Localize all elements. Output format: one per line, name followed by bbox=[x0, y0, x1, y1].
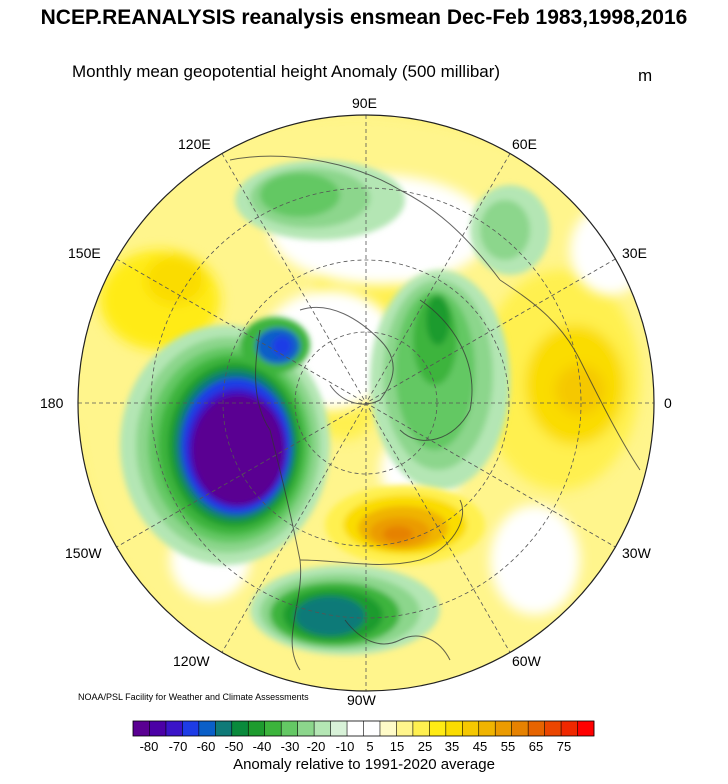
colorbar-tick-label: -30 bbox=[280, 739, 300, 754]
lon-label-30e: 30E bbox=[622, 245, 647, 261]
colorbar-swatch bbox=[495, 721, 512, 736]
colorbar-swatch bbox=[264, 721, 282, 736]
colorbar-swatch bbox=[281, 721, 298, 736]
colorbar-tick-label: -10 bbox=[335, 739, 355, 754]
colorbar-swatch bbox=[478, 721, 496, 736]
graticule bbox=[78, 115, 654, 691]
colorbar-tick-label: -70 bbox=[168, 739, 188, 754]
colorbar-swatch bbox=[133, 721, 150, 736]
colorbar-swatch bbox=[347, 721, 364, 736]
units-label: m bbox=[638, 66, 653, 85]
map-subtitle: Monthly mean geopotential height Anomaly… bbox=[72, 62, 501, 81]
colorbar-tick-label: 55 bbox=[500, 739, 516, 754]
colorbar-swatch bbox=[462, 721, 480, 736]
anomaly-field bbox=[78, 115, 654, 691]
map-title: NCEP.REANALYSIS reanalysis ensmean Dec-F… bbox=[40, 6, 688, 29]
colorbar-title: Anomaly relative to 1991-2020 average bbox=[233, 756, 495, 773]
lon-label-120w: 120W bbox=[173, 653, 210, 669]
colorbar-tick-label: -80 bbox=[139, 739, 159, 754]
colorbar-swatch bbox=[412, 721, 430, 736]
lon-label-60w: 60W bbox=[512, 653, 542, 669]
colorbar-swatch bbox=[314, 721, 331, 736]
colorbar-tick-label: 25 bbox=[417, 739, 433, 754]
colorbar-swatch bbox=[379, 721, 397, 736]
lon-label-90w: 90W bbox=[347, 692, 377, 708]
colorbar-swatch bbox=[149, 721, 167, 736]
lon-label-150e: 150E bbox=[68, 245, 101, 261]
colorbar-swatch bbox=[429, 721, 447, 736]
lon-label-180: 180 bbox=[40, 395, 64, 411]
lon-label-90e: 90E bbox=[352, 95, 377, 111]
colorbar-swatch bbox=[182, 721, 200, 736]
colorbar-swatch bbox=[215, 721, 233, 736]
lon-label-60e: 60E bbox=[512, 136, 537, 152]
colorbar-swatch bbox=[297, 721, 315, 736]
colorbar-swatch bbox=[198, 721, 216, 736]
coastlines bbox=[229, 155, 641, 671]
lon-label-120e: 120E bbox=[178, 136, 211, 152]
colorbar bbox=[132, 720, 595, 737]
lon-label-0: 0 bbox=[664, 395, 672, 411]
colorbar-swatch bbox=[363, 721, 381, 736]
colorbar-swatch bbox=[396, 721, 414, 736]
colorbar-swatch bbox=[248, 721, 266, 736]
lon-label-30w: 30W bbox=[622, 545, 652, 561]
colorbar-swatch bbox=[445, 721, 463, 736]
colorbar-tick-label: 65 bbox=[528, 739, 544, 754]
colorbar-tick-label: -40 bbox=[252, 739, 272, 754]
colorbar-swatch bbox=[231, 721, 249, 736]
colorbar-tick-label: 75 bbox=[556, 739, 572, 754]
lon-label-150w: 150W bbox=[65, 545, 102, 561]
colorbar-swatch bbox=[577, 721, 595, 736]
colorbar-tick-label: 35 bbox=[444, 739, 460, 754]
colorbar-tick-label: 5 bbox=[366, 739, 374, 754]
colorbar-tick-label: 15 bbox=[389, 739, 405, 754]
colorbar-tick-label: -50 bbox=[224, 739, 244, 754]
colorbar-tick-label: -20 bbox=[306, 739, 326, 754]
colorbar-swatch bbox=[165, 721, 183, 736]
credit-text: NOAA/PSL Facility for Weather and Climat… bbox=[78, 692, 309, 702]
globe-outline bbox=[77, 114, 655, 692]
colorbar-swatch bbox=[528, 721, 545, 736]
colorbar-swatch bbox=[511, 721, 529, 736]
colorbar-swatch bbox=[561, 721, 578, 736]
colorbar-swatch bbox=[330, 721, 348, 736]
colorbar-tick-label: 45 bbox=[472, 739, 488, 754]
colorbar-tick-label: -60 bbox=[196, 739, 216, 754]
colorbar-swatch bbox=[544, 721, 562, 736]
